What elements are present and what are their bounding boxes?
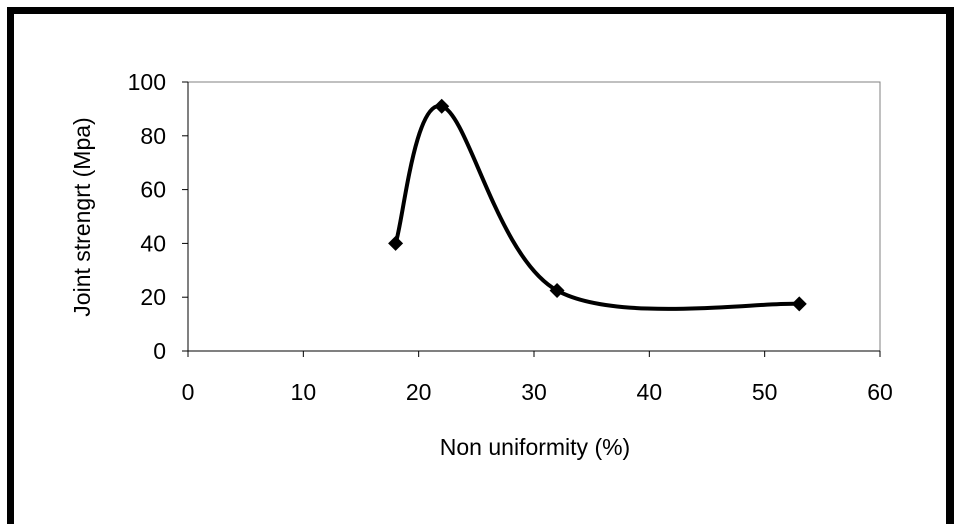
y-tick-label: 100 <box>128 69 166 95</box>
x-tick-label: 30 <box>521 379 547 405</box>
x-tick-label: 0 <box>182 379 195 405</box>
plot-area <box>187 81 881 352</box>
x-tick-label: 40 <box>637 379 663 405</box>
x-tick-label: 60 <box>867 379 893 405</box>
x-tick-label: 20 <box>406 379 432 405</box>
x-tick-label: 10 <box>291 379 317 405</box>
x-axis-ticks: 0 10 20 30 40 50 60 <box>182 351 893 405</box>
y-axis-ticks: 0 20 40 60 80 100 <box>128 69 188 364</box>
y-axis-title: Joint strengrt (Mpa) <box>69 117 95 316</box>
y-tick-label: 80 <box>140 123 166 149</box>
data-point-marker <box>388 235 404 251</box>
data-point-marker <box>434 98 450 114</box>
x-tick-label: 50 <box>752 379 778 405</box>
y-tick-label: 20 <box>140 284 166 310</box>
series-layer <box>388 98 807 312</box>
data-point-marker <box>549 282 565 298</box>
series-line <box>393 104 800 311</box>
chart-frame <box>7 7 954 524</box>
y-tick-label: 0 <box>153 338 166 364</box>
y-tick-label: 60 <box>140 177 166 203</box>
plot-border <box>187 81 881 352</box>
x-axis-title: Non uniformity (%) <box>440 434 630 460</box>
y-tick-label: 40 <box>140 230 166 256</box>
data-point-marker <box>791 296 807 312</box>
